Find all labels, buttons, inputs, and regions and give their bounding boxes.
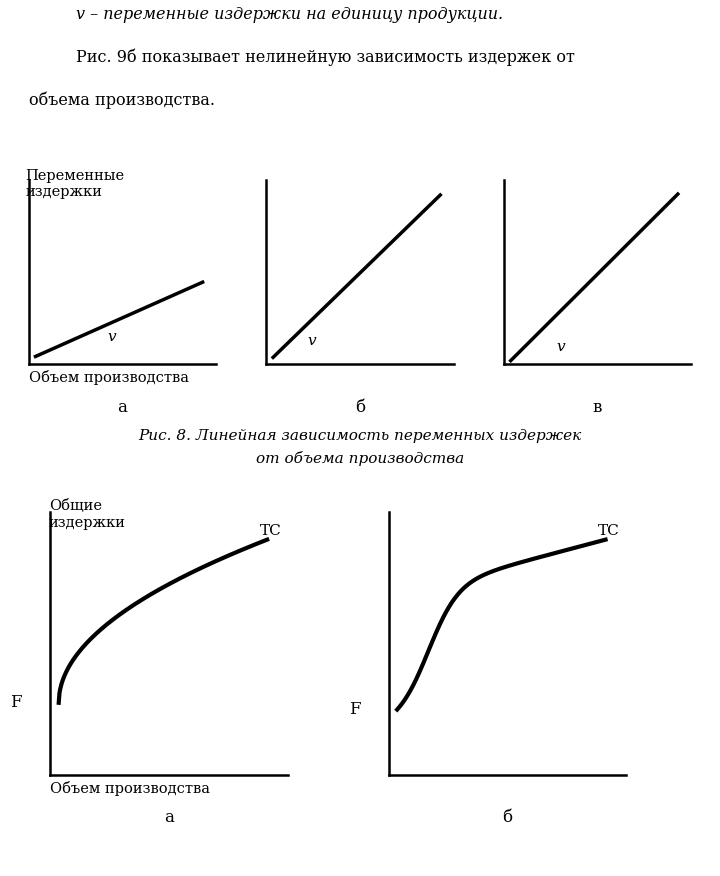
Text: б: б: [355, 399, 365, 415]
Text: Объем производства: Объем производства: [50, 781, 210, 796]
Text: Переменные
издержки: Переменные издержки: [25, 169, 125, 199]
Text: б: б: [503, 809, 513, 825]
Text: v: v: [107, 330, 116, 344]
Text: TC: TC: [259, 524, 282, 538]
Text: v: v: [557, 340, 565, 354]
Text: F: F: [10, 695, 22, 711]
Text: v: v: [307, 334, 316, 348]
Text: а: а: [164, 809, 174, 825]
Text: а: а: [117, 399, 127, 415]
Text: Рис. 8. Линейная зависимость переменных издержек: Рис. 8. Линейная зависимость переменных …: [138, 429, 582, 443]
Text: Объем производства: Объем производства: [29, 370, 189, 385]
Text: Рис. 9б показывает нелинейную зависимость издержек от: Рис. 9б показывает нелинейную зависимост…: [76, 48, 575, 66]
Text: в: в: [593, 399, 603, 415]
Text: Общие
издержки: Общие издержки: [49, 499, 126, 529]
Text: объема производства.: объема производства.: [29, 91, 215, 109]
Text: F: F: [348, 701, 360, 718]
Text: от объема производства: от объема производства: [256, 451, 464, 466]
Text: TC: TC: [598, 524, 620, 538]
Text: v – переменные издержки на единицу продукции.: v – переменные издержки на единицу проду…: [76, 6, 503, 24]
